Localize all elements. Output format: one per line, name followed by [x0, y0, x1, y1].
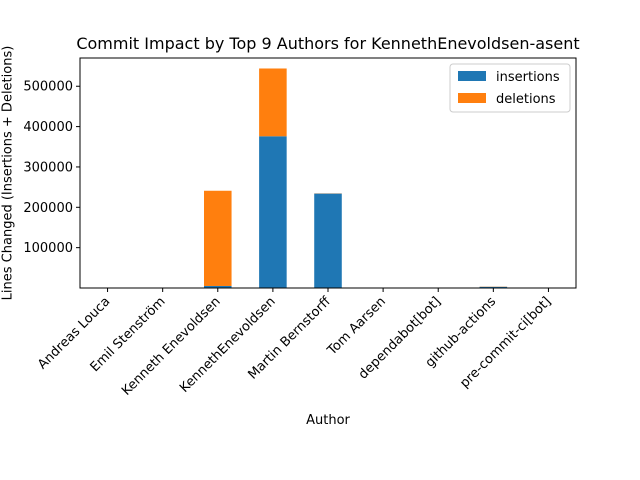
x-tick-label-8: pre-commit-ci[bot]	[457, 294, 554, 391]
bar-insertions-2	[204, 285, 232, 288]
y-tick-label-0: 100000	[23, 241, 73, 256]
legend-swatch-insertions	[458, 71, 486, 81]
bar-insertions-3	[259, 136, 287, 288]
legend-label-insertions: insertions	[496, 70, 560, 85]
x-tick-label-3: KennethEnevoldsen	[177, 294, 279, 396]
y-tick-label-1: 200000	[23, 201, 73, 216]
bar-insertions-7	[479, 286, 508, 288]
chart-title: Commit Impact by Top 9 Authors for Kenne…	[76, 34, 579, 53]
y-tick-label-3: 400000	[23, 120, 73, 135]
bar-insertions-4	[314, 193, 342, 288]
x-tick-label-2: Kenneth Enevoldsen	[119, 294, 224, 399]
y-axis-label: Lines Changed (Insertions + Deletions)	[1, 46, 16, 301]
x-axis-label: Author	[306, 413, 350, 428]
bars-group	[93, 68, 563, 288]
y-tick-label-2: 300000	[23, 160, 73, 175]
legend: insertions deletions	[449, 63, 571, 113]
legend-label-deletions: deletions	[496, 92, 556, 107]
bar-deletions-3	[259, 68, 287, 137]
bar-deletions-2	[204, 190, 232, 286]
y-tick-label-4: 500000	[23, 80, 73, 95]
legend-swatch-deletions	[458, 93, 486, 103]
